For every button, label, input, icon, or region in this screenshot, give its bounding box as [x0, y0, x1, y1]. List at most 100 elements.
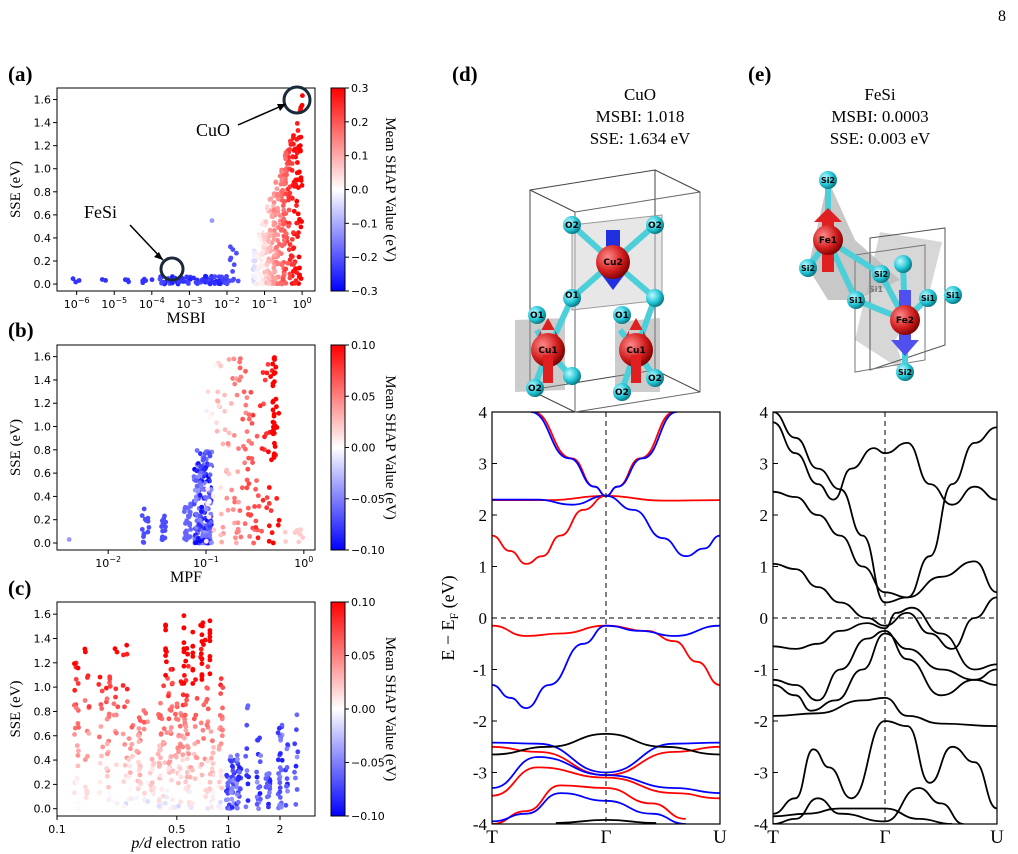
scatter-point — [189, 767, 195, 773]
scatter-point — [295, 211, 301, 217]
scatter-point — [194, 696, 200, 701]
band-line — [492, 732, 720, 756]
atom-label: Si1 — [946, 291, 961, 300]
scatter-point — [246, 481, 252, 487]
scatter-point — [184, 697, 190, 703]
scatter-point — [185, 731, 190, 737]
k-point-label: T — [767, 827, 779, 848]
scatter-point — [264, 431, 269, 437]
scatter-point — [293, 278, 299, 283]
scatter-point — [243, 368, 248, 374]
scatter-point — [145, 780, 151, 786]
scatter-point — [233, 535, 238, 541]
scatter-point — [230, 269, 236, 274]
colorbar-tick-label: 0.1 — [351, 150, 369, 163]
atom-label: Cu1 — [626, 346, 645, 356]
scatter-point — [278, 227, 284, 233]
scatter-point — [300, 535, 306, 540]
atom-label: Si2 — [801, 264, 815, 273]
panel-label-c: (c) — [8, 576, 32, 600]
scatter-point — [186, 784, 192, 789]
scatter-point — [126, 774, 132, 780]
scatter-point — [266, 449, 271, 455]
scatter-point — [274, 281, 280, 287]
scatter-point — [217, 713, 223, 718]
scatter-point — [228, 255, 234, 261]
scatter-point — [287, 271, 293, 277]
scatter-point — [127, 746, 133, 752]
scatter-point — [151, 785, 157, 791]
scatter-point — [211, 493, 216, 499]
y-tick-label: 0.8 — [34, 444, 52, 457]
scatter-point — [129, 754, 135, 759]
fesi-msbi: MSBI: 0.0003 — [831, 107, 929, 126]
scatter-point — [287, 242, 293, 247]
scatter-point — [220, 441, 226, 447]
scatter-point — [161, 773, 167, 779]
scatter-point — [163, 524, 168, 530]
scatter-point — [177, 766, 183, 771]
scatter-point — [225, 507, 231, 513]
scatter-point — [151, 760, 157, 766]
scatter-point — [208, 462, 214, 468]
scatter-point — [266, 485, 272, 490]
scatter-point — [209, 766, 215, 772]
scatter-point — [197, 780, 203, 786]
scatter-point — [199, 509, 204, 514]
fesi-structure: Fe1 Fe2 Si1 Si1 Si1 Si1 Si2 Si2 Si2 Si2 — [799, 171, 962, 381]
scatter-point — [266, 246, 272, 251]
scatter-point — [129, 741, 135, 747]
scatter-point — [279, 281, 285, 287]
scatter-point — [82, 757, 88, 763]
scatter-point — [258, 796, 263, 802]
scatter-point — [284, 765, 290, 770]
scatter-point — [84, 802, 89, 808]
scatter-point — [216, 403, 222, 409]
scatter-point — [134, 748, 140, 754]
scatter-point — [294, 203, 299, 208]
scatter-point — [188, 504, 194, 509]
colorbar-tick-label: −0.3 — [351, 285, 378, 298]
y-tick-label: 0.0 — [34, 278, 52, 291]
scatter-point — [182, 712, 188, 718]
scatter-point — [257, 791, 263, 796]
scatter-point — [294, 121, 300, 126]
scatter-point — [186, 281, 191, 286]
band-line — [773, 696, 997, 727]
colorbar-tick-label: 0.0 — [351, 184, 369, 197]
y-axis-label: SSE (eV) — [8, 680, 24, 737]
panel-label-b: (b) — [8, 318, 34, 342]
colorbar-label: Mean SHAP Value (eV) — [382, 117, 398, 262]
annotation-cuo: CuO — [196, 85, 312, 140]
scatter-point — [290, 262, 296, 267]
scatter-point — [207, 786, 213, 791]
scatter-point — [266, 276, 272, 281]
scatter-point — [238, 534, 244, 540]
y-tick-label: -1 — [754, 661, 768, 680]
scatter-point — [235, 792, 240, 798]
scatter-point — [180, 757, 186, 763]
scatter-point — [113, 762, 119, 768]
scatter-point — [147, 770, 153, 776]
scatter-point — [275, 730, 281, 736]
y-tick-label: -4 — [473, 815, 488, 834]
scatter-point — [290, 182, 296, 188]
scatter-point — [215, 389, 221, 395]
scatter-point — [99, 753, 104, 759]
y-tick-label: -3 — [754, 764, 768, 783]
scatter-point — [264, 495, 270, 500]
scatter-point — [82, 698, 88, 703]
scatter-point — [251, 540, 256, 546]
scatter-point — [120, 731, 126, 737]
y-tick-label: 1 — [479, 558, 488, 577]
scatter-point — [202, 466, 208, 472]
scatter-point — [176, 780, 181, 786]
scatter-point — [271, 453, 277, 459]
atom-label: Si2 — [821, 176, 835, 185]
scatter-point — [159, 786, 165, 792]
scatter-point — [143, 710, 149, 716]
scatter-point — [185, 745, 191, 751]
scatter-point — [211, 533, 217, 539]
scatter-point — [198, 646, 204, 652]
